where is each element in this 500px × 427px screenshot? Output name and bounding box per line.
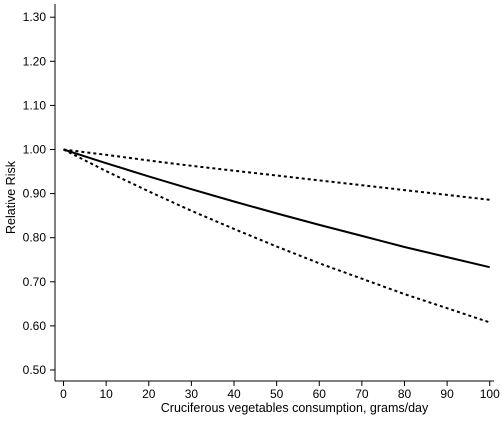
x-axis-ticks: 0 10 20 30 40 50 60 70 80 90 100: [60, 381, 500, 401]
y-tick-label: 1.00: [23, 143, 47, 157]
x-tick-label: 0: [60, 387, 67, 401]
x-tick-label: 60: [313, 387, 327, 401]
y-tick-label: 0.90: [23, 187, 47, 201]
lower-ci-line: [63, 148, 491, 324]
x-tick-label: 10: [99, 387, 113, 401]
y-tick-label: 0.70: [23, 275, 47, 289]
y-axis-title: Relative Risk: [4, 160, 18, 234]
x-tick-label: 50: [270, 387, 284, 401]
axes: [54, 4, 494, 382]
x-tick-label: 80: [398, 387, 412, 401]
estimate-line: [63, 148, 490, 269]
x-tick-label: 100: [480, 387, 500, 401]
y-tick-label: 0.60: [23, 319, 47, 333]
x-tick-label: 70: [355, 387, 369, 401]
x-tick-label: 20: [142, 387, 156, 401]
x-tick-label: 40: [227, 387, 241, 401]
y-tick-label: 1.30: [23, 10, 47, 24]
y-axis-ticks: 0.50 0.60 0.70 0.80 0.90 1.00 1.10 1.20 1.30: [23, 10, 55, 377]
upper-ci-line: [63, 148, 490, 201]
series-lines: [63, 148, 491, 324]
x-tick-label: 30: [185, 387, 199, 401]
y-tick-label: 0.50: [23, 363, 47, 377]
y-tick-label: 0.80: [23, 231, 47, 245]
y-tick-label: 1.20: [23, 54, 47, 68]
y-tick-label: 1.10: [23, 98, 47, 112]
x-axis-title: Cruciferous vegetables consumption, gram…: [161, 401, 429, 415]
x-tick-label: 90: [440, 387, 454, 401]
